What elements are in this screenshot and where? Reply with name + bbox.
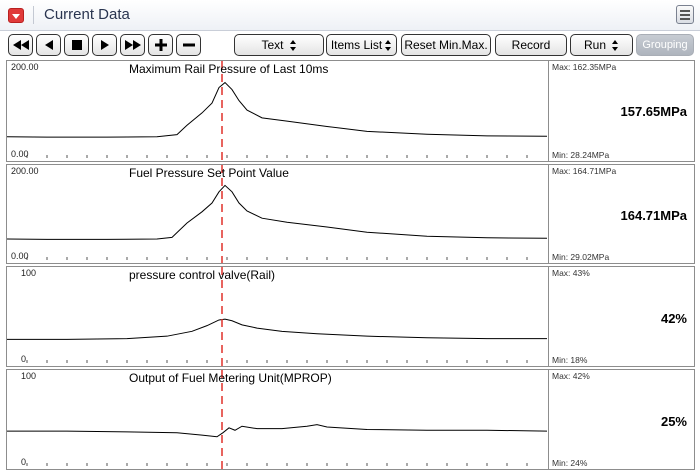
trace-chart	[7, 165, 547, 263]
plot-area: 200.00 0.00 Fuel Pressure Set Point Valu…	[7, 165, 547, 263]
run-select-label: Run	[583, 38, 606, 52]
collapse-icon[interactable]	[8, 8, 24, 23]
trace-chart	[7, 370, 547, 469]
forward-fast-icon	[124, 40, 141, 50]
title-bar: Current Data	[0, 0, 700, 31]
updown-arrows-icon	[385, 39, 392, 51]
text-select[interactable]: Text	[234, 34, 324, 56]
max-value: Max: 164.71MPa	[552, 166, 617, 176]
y-max-label: 100	[21, 371, 37, 381]
title-separator	[33, 6, 34, 24]
record-label: Record	[511, 38, 551, 52]
min-value: Min: 18%	[552, 355, 588, 365]
current-value: 25%	[660, 414, 687, 429]
min-value: Min: 28.24MPa	[552, 150, 610, 160]
current-value: 42%	[660, 311, 687, 326]
y-max-label: 100	[21, 268, 37, 278]
trace-chart	[7, 267, 547, 366]
stop-icon	[71, 40, 82, 50]
play-button[interactable]	[92, 34, 117, 56]
chart-title: Output of Fuel Metering Unit(MPROP)	[129, 371, 332, 385]
grouping-label: Grouping	[642, 39, 688, 51]
max-value: Max: 42%	[552, 371, 590, 381]
run-select[interactable]: Run	[570, 34, 633, 56]
step-back-icon	[44, 40, 53, 50]
play-icon	[100, 40, 109, 50]
items-list-label: Items List	[330, 38, 383, 52]
y-min-label: 0	[21, 457, 27, 467]
plot-area: 100 0 pressure control valve(Rail)	[7, 267, 547, 366]
window-title: Current Data	[44, 6, 130, 23]
trace-line	[7, 81, 547, 138]
chart-panel: 200.00 0.00 Maximum Rail Pressure of Las…	[6, 60, 695, 162]
y-min-label: 0	[21, 354, 27, 364]
step-back-button[interactable]	[36, 34, 61, 56]
reset-minmax-label: Reset Min.Max.	[404, 38, 488, 52]
menu-icon[interactable]	[676, 5, 694, 24]
items-list-select[interactable]: Items List	[326, 34, 397, 56]
rewind-fast-button[interactable]	[8, 34, 33, 56]
zoom-in-button[interactable]	[148, 34, 173, 56]
toolbar: Text Items List Reset Min.Max. Record Ru…	[0, 31, 700, 59]
current-value: 157.65MPa	[620, 104, 688, 119]
y-max-label: 200.00	[11, 62, 39, 72]
panel-divider	[548, 267, 549, 366]
chart-title: Maximum Rail Pressure of Last 10ms	[129, 62, 329, 76]
trace-line	[7, 424, 547, 438]
updown-arrows-icon	[612, 39, 619, 51]
y-min-label: 0.00	[11, 149, 29, 159]
panel-divider	[548, 61, 549, 161]
current-value: 164.71MPa	[620, 208, 688, 223]
chart-panel: 100 0 pressure control valve(Rail) Max: …	[6, 266, 695, 367]
minus-icon	[182, 43, 195, 47]
reset-minmax-button[interactable]: Reset Min.Max.	[401, 34, 491, 56]
panel-divider	[548, 165, 549, 263]
y-max-label: 200.00	[11, 166, 39, 176]
plot-area: 200.00 0.00 Maximum Rail Pressure of Las…	[7, 61, 547, 161]
chart-title: Fuel Pressure Set Point Value	[129, 166, 289, 180]
panel-divider	[548, 370, 549, 469]
chart-panel: 100 0 Output of Fuel Metering Unit(MPROP…	[6, 369, 695, 470]
chart-title: pressure control valve(Rail)	[129, 268, 276, 282]
plot-area: 100 0 Output of Fuel Metering Unit(MPROP…	[7, 370, 547, 469]
zoom-out-button[interactable]	[176, 34, 201, 56]
updown-arrows-icon	[289, 39, 297, 51]
y-min-label: 0.00	[11, 251, 29, 261]
record-button[interactable]: Record	[495, 34, 567, 56]
text-select-label: Text	[261, 38, 284, 52]
stop-button[interactable]	[64, 34, 89, 56]
min-value: Min: 29.02MPa	[552, 252, 610, 262]
trace-line	[7, 318, 547, 340]
trace-chart	[7, 61, 547, 161]
forward-fast-button[interactable]	[120, 34, 145, 56]
grouping-button[interactable]: Grouping	[636, 34, 694, 56]
max-value: Max: 43%	[552, 268, 590, 278]
rewind-fast-icon	[12, 40, 29, 50]
trace-line	[7, 184, 547, 240]
plus-icon	[154, 39, 167, 51]
min-value: Min: 24%	[552, 458, 588, 468]
chart-panel: 200.00 0.00 Fuel Pressure Set Point Valu…	[6, 164, 695, 264]
max-value: Max: 162.35MPa	[552, 62, 617, 72]
